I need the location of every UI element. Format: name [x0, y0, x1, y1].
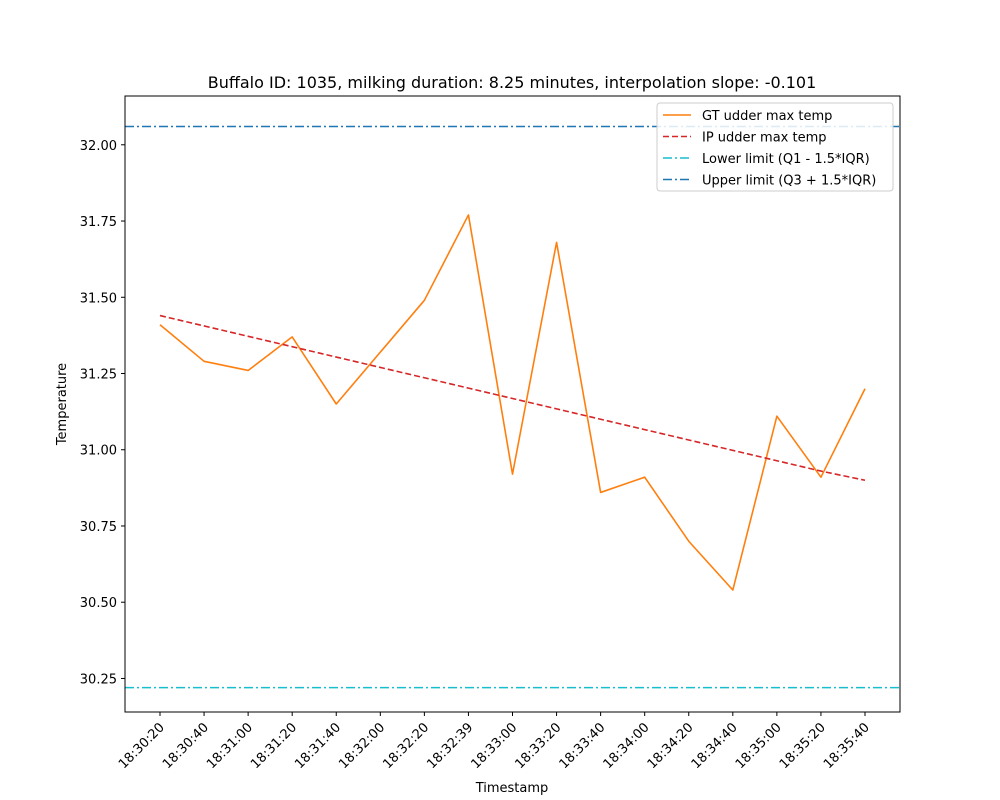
x-tick-label: 18:34:40	[689, 720, 741, 772]
x-tick-label: 18:31:20	[248, 720, 300, 772]
x-tick-label: 18:32:20	[380, 720, 432, 772]
x-tick-label: 18:32:00	[336, 720, 388, 772]
x-tick-label: 18:33:40	[557, 720, 609, 772]
x-tick-label: 18:33:20	[512, 720, 564, 772]
x-tick-label: 18:30:20	[116, 720, 168, 772]
series-line-gt-udder-max-temp	[159, 214, 866, 591]
y-tick-label: 31.75	[80, 215, 117, 230]
y-tick-label: 32.00	[80, 139, 117, 154]
x-axis-label: Timestamp	[475, 781, 549, 796]
plot-area	[125, 125, 900, 689]
x-tick-label: 18:33:00	[468, 720, 520, 772]
y-tick-label: 31.50	[80, 291, 117, 306]
legend-label: Upper limit (Q3 + 1.5*IQR)	[702, 174, 876, 189]
x-tick-label: 18:35:00	[733, 720, 785, 772]
y-axis-label: Temperature	[55, 363, 70, 446]
legend-label: GT udder max temp	[702, 109, 832, 124]
x-tick-label: 18:32:39	[424, 720, 476, 772]
y-tick-label: 31.25	[80, 368, 117, 383]
x-tick-label: 18:34:20	[645, 720, 697, 772]
y-axis: 30.25 30.50 30.75 31.00 31.25 31.50 31.75 32.00	[80, 139, 125, 687]
legend-label: IP udder max temp	[702, 131, 827, 146]
x-tick-label: 18:35:40	[821, 720, 873, 772]
series-line-ip-udder-max-temp	[159, 314, 866, 482]
x-tick-label: 18:35:20	[777, 720, 829, 772]
y-tick-label: 31.00	[80, 444, 117, 459]
y-tick-label: 30.75	[80, 520, 117, 535]
x-tick-label: 18:31:00	[204, 720, 256, 772]
legend-label: Lower limit (Q1 - 1.5*IQR)	[702, 152, 870, 167]
y-tick-label: 30.50	[80, 596, 117, 611]
x-tick-label: 18:31:40	[292, 720, 344, 772]
x-tick-label: 18:30:40	[160, 720, 212, 772]
chart-title: Buffalo ID: 1035, milking duration: 8.25…	[208, 73, 817, 92]
y-tick-label: 30.25	[80, 672, 117, 687]
x-tick-label: 18:34:00	[601, 720, 653, 772]
x-axis: 18:30:2018:30:4018:31:0018:31:2018:31:40…	[116, 712, 873, 772]
legend-box	[656, 102, 894, 192]
legend: GT udder max temp IP udder max temp Lower …	[656, 102, 894, 192]
